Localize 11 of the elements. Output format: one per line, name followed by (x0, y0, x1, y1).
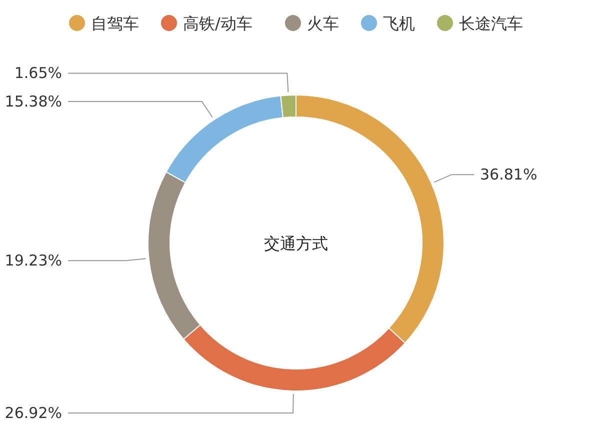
legend-label: 自驾车 (91, 14, 139, 33)
data-label: 36.81% (480, 166, 538, 184)
legend-label: 飞机 (383, 14, 415, 33)
data-label: 1.65% (14, 64, 62, 82)
data-label: 26.92% (4, 404, 62, 422)
text: 交通方式 (264, 234, 328, 253)
legend-label: 高铁/动车 (183, 14, 252, 33)
data-label: 19.23% (4, 252, 62, 270)
data-label: 15.38% (4, 92, 62, 110)
legend-label: 长途汽车 (459, 14, 523, 33)
legend-label: 火车 (307, 14, 339, 33)
